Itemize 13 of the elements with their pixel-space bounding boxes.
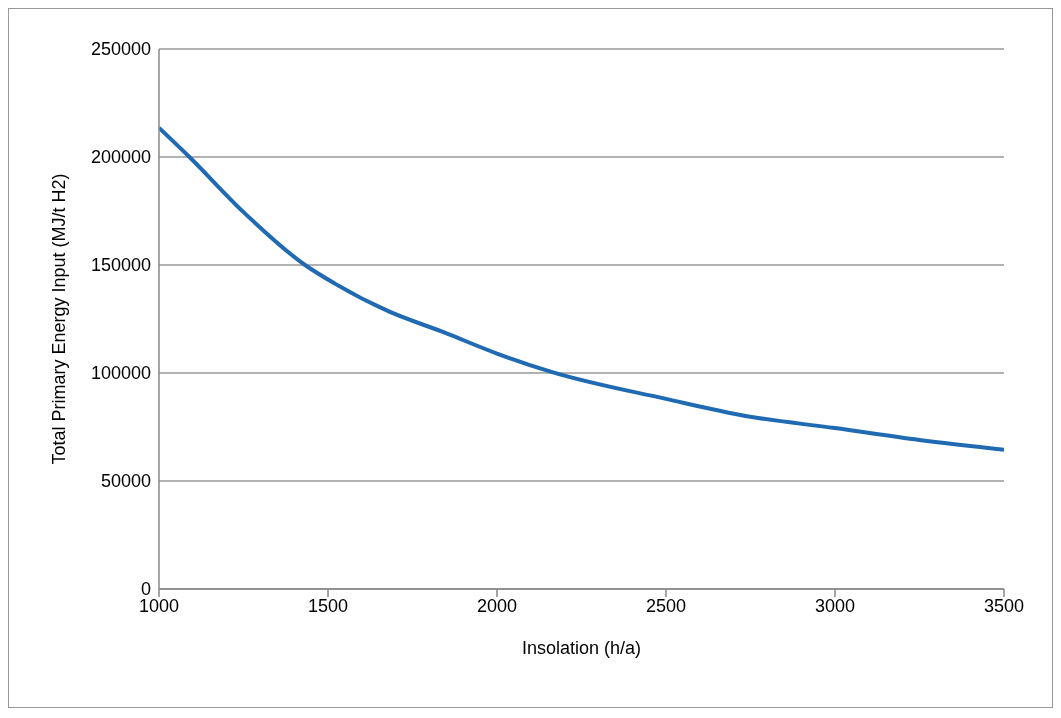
x-tick-label: 2000 <box>476 595 518 616</box>
x-axis-title: Insolation (h/a) <box>521 638 642 658</box>
y-tick-label: 100000 <box>90 363 151 384</box>
x-tick-label: 2500 <box>645 595 687 616</box>
y-tick-label: 250000 <box>90 39 151 60</box>
y-tick-label: 150000 <box>90 255 151 276</box>
y-axis-title: Total Primary Energy Input (MJ/t H2) <box>49 173 70 465</box>
x-tick-label: 3000 <box>814 595 856 616</box>
line-series <box>159 125 1004 452</box>
y-tick-label: 200000 <box>90 147 151 168</box>
y-tick-label: 50000 <box>100 471 151 492</box>
x-tick-label: 3500 <box>983 595 1025 616</box>
x-tick-label: 1500 <box>307 595 349 616</box>
